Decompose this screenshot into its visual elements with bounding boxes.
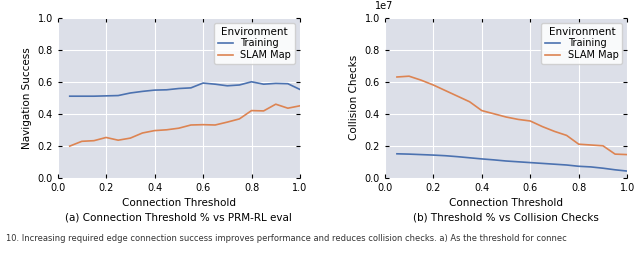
SLAM Map bbox=[405, 75, 413, 78]
Training bbox=[429, 154, 437, 157]
Training bbox=[260, 83, 268, 86]
Training bbox=[417, 153, 425, 156]
X-axis label: Connection Threshold: Connection Threshold bbox=[122, 198, 236, 208]
SLAM Map bbox=[393, 75, 401, 78]
Text: (a) Connection Threshold % vs PRM-RL eval: (a) Connection Threshold % vs PRM-RL eva… bbox=[65, 212, 292, 222]
Training bbox=[127, 91, 134, 94]
Line: Training: Training bbox=[397, 154, 627, 171]
Training bbox=[187, 86, 195, 89]
Training bbox=[78, 95, 86, 98]
Training bbox=[442, 154, 449, 157]
Training bbox=[515, 160, 522, 163]
Training bbox=[502, 160, 510, 163]
Line: Training: Training bbox=[70, 82, 300, 96]
SLAM Map bbox=[599, 144, 607, 147]
SLAM Map bbox=[260, 109, 268, 113]
SLAM Map bbox=[236, 117, 243, 120]
Training bbox=[102, 94, 110, 97]
SLAM Map bbox=[550, 130, 558, 133]
Training bbox=[538, 162, 546, 165]
Training bbox=[163, 88, 170, 91]
SLAM Map bbox=[417, 79, 425, 82]
SLAM Map bbox=[127, 137, 134, 140]
SLAM Map bbox=[199, 123, 207, 126]
Training bbox=[296, 88, 304, 91]
Training bbox=[466, 156, 474, 159]
Training bbox=[90, 95, 98, 98]
SLAM Map bbox=[563, 134, 570, 137]
SLAM Map bbox=[187, 123, 195, 126]
SLAM Map bbox=[139, 132, 147, 135]
Training bbox=[284, 82, 292, 85]
Training bbox=[575, 165, 582, 168]
SLAM Map bbox=[296, 104, 304, 107]
SLAM Map bbox=[490, 112, 498, 115]
SLAM Map bbox=[66, 145, 74, 148]
SLAM Map bbox=[115, 139, 122, 142]
Training bbox=[587, 165, 595, 168]
SLAM Map bbox=[587, 144, 595, 147]
Training bbox=[405, 153, 413, 156]
Training bbox=[150, 89, 158, 92]
Training bbox=[454, 155, 461, 158]
SLAM Map bbox=[272, 103, 280, 106]
SLAM Map bbox=[223, 121, 231, 124]
Legend: Training, SLAM Map: Training, SLAM Map bbox=[214, 23, 295, 64]
Training bbox=[199, 82, 207, 85]
SLAM Map bbox=[623, 153, 631, 156]
Line: SLAM Map: SLAM Map bbox=[397, 76, 627, 155]
SLAM Map bbox=[90, 139, 98, 142]
SLAM Map bbox=[527, 119, 534, 122]
Training bbox=[236, 84, 243, 87]
Text: 10. Increasing required edge connection success improves performance and reduces: 10. Increasing required edge connection … bbox=[6, 234, 567, 243]
SLAM Map bbox=[211, 123, 219, 126]
Training bbox=[563, 164, 570, 167]
SLAM Map bbox=[163, 128, 170, 131]
Training bbox=[393, 152, 401, 155]
SLAM Map bbox=[442, 89, 449, 92]
SLAM Map bbox=[515, 118, 522, 121]
Y-axis label: Collision Checks: Collision Checks bbox=[349, 55, 359, 140]
SLAM Map bbox=[248, 109, 255, 112]
Training bbox=[248, 80, 255, 83]
Text: 1e7: 1e7 bbox=[375, 1, 394, 11]
Training bbox=[490, 158, 498, 161]
SLAM Map bbox=[175, 127, 182, 130]
Training bbox=[478, 157, 486, 161]
Training bbox=[611, 168, 619, 171]
Training bbox=[223, 84, 231, 87]
Training bbox=[550, 163, 558, 166]
SLAM Map bbox=[611, 153, 619, 156]
Y-axis label: Navigation Success: Navigation Success bbox=[22, 47, 32, 149]
Training bbox=[599, 167, 607, 170]
X-axis label: Connection Threshold: Connection Threshold bbox=[449, 198, 563, 208]
Training bbox=[66, 95, 74, 98]
SLAM Map bbox=[575, 143, 582, 146]
SLAM Map bbox=[502, 116, 510, 119]
Training bbox=[115, 94, 122, 97]
SLAM Map bbox=[538, 125, 546, 128]
Training bbox=[139, 90, 147, 93]
SLAM Map bbox=[102, 136, 110, 139]
Training bbox=[272, 82, 280, 85]
SLAM Map bbox=[466, 100, 474, 103]
SLAM Map bbox=[150, 129, 158, 132]
Text: (b) Threshold % vs Collision Checks: (b) Threshold % vs Collision Checks bbox=[413, 212, 599, 222]
SLAM Map bbox=[78, 140, 86, 143]
SLAM Map bbox=[429, 84, 437, 87]
SLAM Map bbox=[478, 109, 486, 112]
SLAM Map bbox=[284, 107, 292, 110]
Legend: Training, SLAM Map: Training, SLAM Map bbox=[541, 23, 622, 64]
SLAM Map bbox=[454, 95, 461, 98]
Training bbox=[175, 87, 182, 90]
Training bbox=[623, 170, 631, 173]
Training bbox=[211, 83, 219, 86]
Training bbox=[527, 161, 534, 164]
Line: SLAM Map: SLAM Map bbox=[70, 104, 300, 146]
